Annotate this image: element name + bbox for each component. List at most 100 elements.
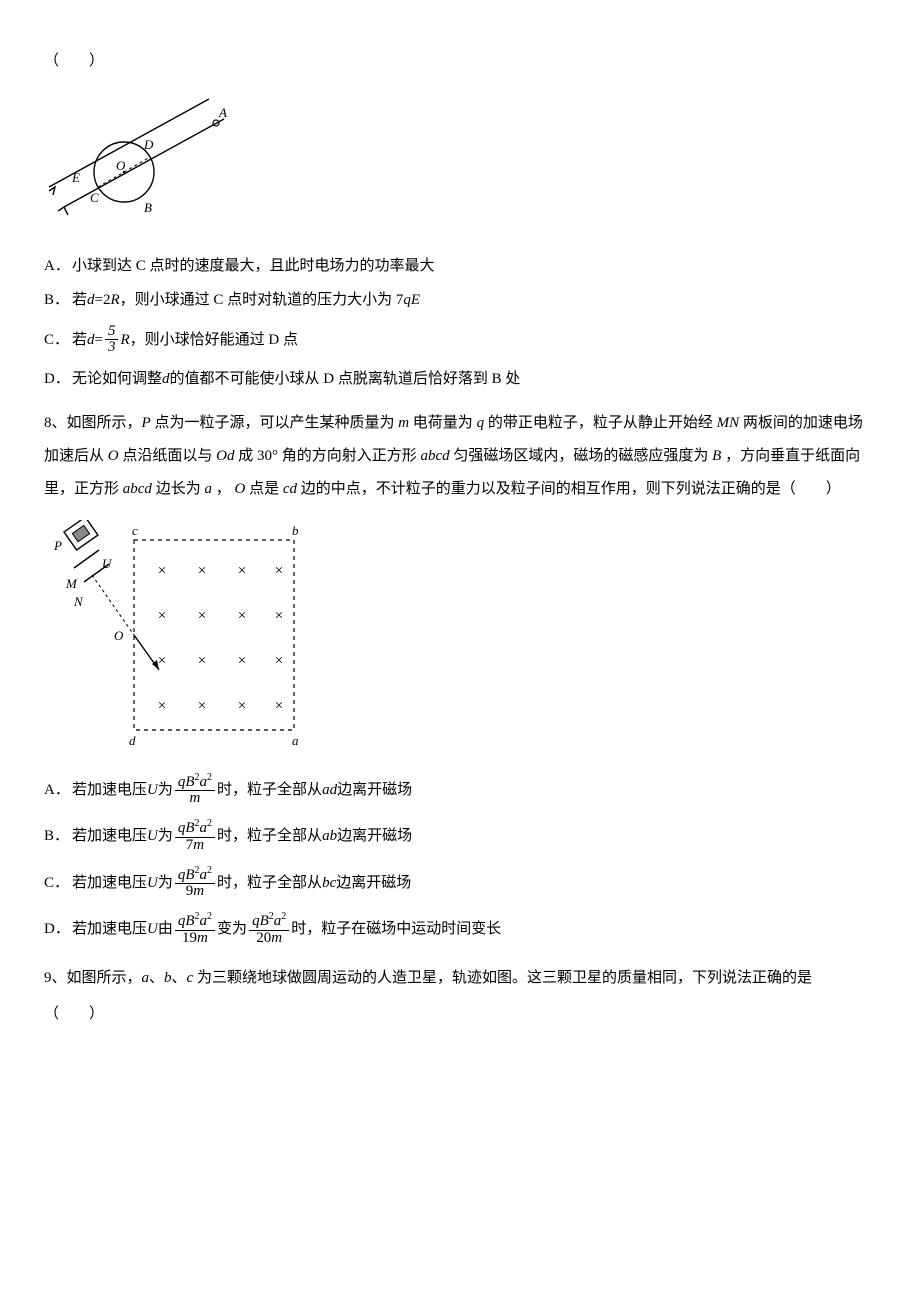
t: 时，粒子在磁场中运动时间变长 [291, 918, 501, 941]
t: 边的中点，不计粒子的重力以及粒子间的相互作用，则下列说法正确的是（ ） [297, 481, 841, 497]
t: 电荷量为 [409, 415, 477, 431]
svg-text:×: × [238, 698, 246, 714]
option-label: A． [44, 779, 72, 802]
svg-text:b: b [292, 523, 299, 538]
label-C: C [90, 190, 99, 205]
fraction: 5 3 [105, 324, 119, 357]
option-label: A． [44, 255, 72, 278]
v: bc [322, 872, 336, 895]
v: b [164, 970, 172, 986]
t: 若加速电压 [72, 918, 147, 941]
fraction: qB2a2 m [175, 773, 215, 808]
svg-text:×: × [158, 698, 166, 714]
q9-paren: （ ） [44, 1003, 876, 1026]
v: ab [322, 825, 337, 848]
text: 若 [72, 329, 87, 352]
option-label: D． [44, 368, 72, 391]
t: 时，粒子全部从 [217, 779, 322, 802]
figure-7-svg: A B C D E O [44, 87, 234, 237]
v: O [108, 448, 119, 464]
t: 为 [158, 779, 173, 802]
t: 由 [158, 918, 173, 941]
v: a [142, 970, 150, 986]
svg-text:×: × [238, 653, 246, 669]
text: =2 [95, 289, 111, 312]
t: 成 30° 角的方向射入正方形 [234, 448, 420, 464]
numerator: 5 [105, 324, 119, 341]
label-D: D [143, 137, 154, 152]
svg-text:P: P [53, 538, 62, 553]
fraction: qB2a2 19m [175, 912, 215, 947]
t: 为 [158, 825, 173, 848]
svg-text:d: d [129, 733, 136, 748]
var-d: d [87, 289, 95, 312]
svg-text:×: × [238, 563, 246, 579]
t: 点为一粒子源，可以产生某种质量为 [151, 415, 399, 431]
svg-text:×: × [158, 563, 166, 579]
den: m [187, 791, 204, 807]
var-d: d [162, 368, 170, 391]
text: = [95, 329, 103, 352]
v: B [712, 448, 721, 464]
t: 的带正电粒子，粒子从静止开始经 [484, 415, 717, 431]
option-label: D． [44, 918, 72, 941]
t: 边离开磁场 [336, 872, 411, 895]
denominator: 3 [105, 340, 119, 356]
svg-text:M: M [65, 576, 78, 591]
v: abcd [123, 481, 152, 497]
option-label: C． [44, 872, 72, 895]
v: abcd [420, 448, 449, 464]
var-d: d [87, 329, 95, 352]
v: a [204, 481, 212, 497]
q8-option-D: D． 若加速电压 U 由 qB2a2 19m 变为 qB2a2 20m 时，粒子… [44, 912, 876, 947]
v: ad [322, 779, 337, 802]
svg-text:N: N [73, 594, 84, 609]
svg-text:O: O [114, 628, 124, 643]
v: U [147, 918, 158, 941]
figure-8: c b d a ×××× ×××× ×××× ×××× O M N U P [44, 520, 876, 755]
svg-text:×: × [158, 653, 166, 669]
var-R: R [110, 289, 119, 312]
t: 为三颗绕地球做圆周运动的人造卫星，轨迹如图。这三颗卫星的质量相同，下列说法正确的… [193, 970, 812, 986]
figure-8-svg: c b d a ×××× ×××× ×××× ×××× O M N U P [44, 520, 304, 755]
t: 、 [149, 970, 164, 986]
t: 时，粒子全部从 [217, 872, 322, 895]
svg-text:×: × [275, 653, 283, 669]
v: cd [283, 481, 297, 497]
svg-text:×: × [198, 653, 206, 669]
q9-stem: 9、如图所示，a、b、c 为三颗绕地球做圆周运动的人造卫星，轨迹如图。这三颗卫星… [44, 963, 876, 993]
q8-stem: 8、如图所示，P 点为一粒子源，可以产生某种质量为 m 电荷量为 q 的带正电粒… [44, 407, 876, 506]
fraction: qB2a2 20m [249, 912, 289, 947]
question-blank-paren: （ ） [44, 50, 876, 73]
v: U [147, 779, 158, 802]
v: O [234, 481, 245, 497]
svg-text:c: c [132, 523, 138, 538]
t: ， [212, 481, 235, 497]
svg-text:×: × [275, 563, 283, 579]
v: m [398, 415, 409, 431]
fraction: qB2a2 7m [175, 819, 215, 854]
label-O: O [116, 158, 126, 173]
fraction: qB2a2 9m [175, 866, 215, 901]
t: 边离开磁场 [337, 779, 412, 802]
figure-7: A B C D E O [44, 87, 876, 237]
v: U [147, 825, 158, 848]
text: 若 [72, 289, 87, 312]
option-label: C． [44, 329, 72, 352]
t: 若加速电压 [72, 779, 147, 802]
svg-text:×: × [198, 698, 206, 714]
v: Od [216, 448, 234, 464]
t: 点沿纸面以与 [119, 448, 217, 464]
text: 的值都不可能使小球从 D 点脱离轨道后恰好落到 B 处 [170, 368, 521, 391]
svg-text:×: × [198, 608, 206, 624]
t: 边离开磁场 [337, 825, 412, 848]
option-label: B． [44, 825, 72, 848]
label-A: A [218, 105, 227, 120]
paren: （ ） [44, 1006, 104, 1022]
option-text: 小球到达 C 点时的速度最大，且此时电场力的功率最大 [72, 255, 435, 278]
text: 无论如何调整 [72, 368, 162, 391]
paren-text: （ ） [44, 53, 104, 69]
svg-text:×: × [238, 608, 246, 624]
t: 若加速电压 [72, 825, 147, 848]
v: U [147, 872, 158, 895]
